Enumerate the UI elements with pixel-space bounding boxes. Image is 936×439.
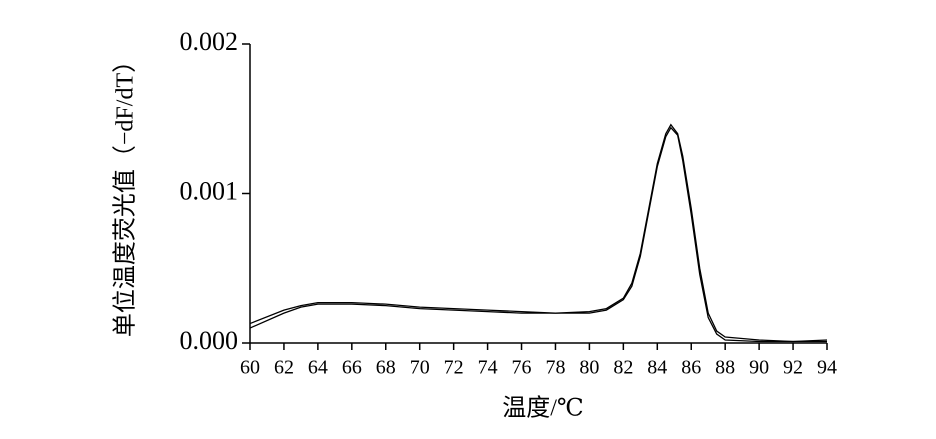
x-tick-label: 80 xyxy=(579,357,599,379)
x-tick-label: 94 xyxy=(817,357,837,379)
x-tick-label: 70 xyxy=(410,357,430,379)
x-tick-label: 66 xyxy=(342,357,362,379)
x-tick-label: 92 xyxy=(783,357,803,379)
x-tick-label: 62 xyxy=(274,357,294,379)
y-tick-label: 0.001 xyxy=(180,176,239,205)
x-tick-label: 68 xyxy=(376,357,396,379)
x-tick-label: 72 xyxy=(444,357,464,379)
y-axis-label: 单位温度荧光值（−dF/dT） xyxy=(112,49,139,337)
x-tick-label: 90 xyxy=(749,357,769,379)
x-tick-label: 64 xyxy=(308,357,328,379)
data-line xyxy=(249,126,827,343)
x-tick-label: 84 xyxy=(647,357,667,379)
x-tick-label: 60 xyxy=(240,357,260,379)
y-tick-label: 0.002 xyxy=(180,27,239,56)
x-tick-label: 82 xyxy=(613,357,633,379)
x-axis-label: 温度/℃ xyxy=(502,395,584,422)
data-line xyxy=(249,123,828,343)
x-tick-label: 86 xyxy=(681,357,701,379)
x-tick-label: 76 xyxy=(512,357,532,379)
x-tick-label: 78 xyxy=(545,357,565,379)
y-tick-label: 0.000 xyxy=(180,326,239,355)
x-tick-label: 74 xyxy=(478,357,498,379)
x-tick-label: 88 xyxy=(715,357,735,379)
